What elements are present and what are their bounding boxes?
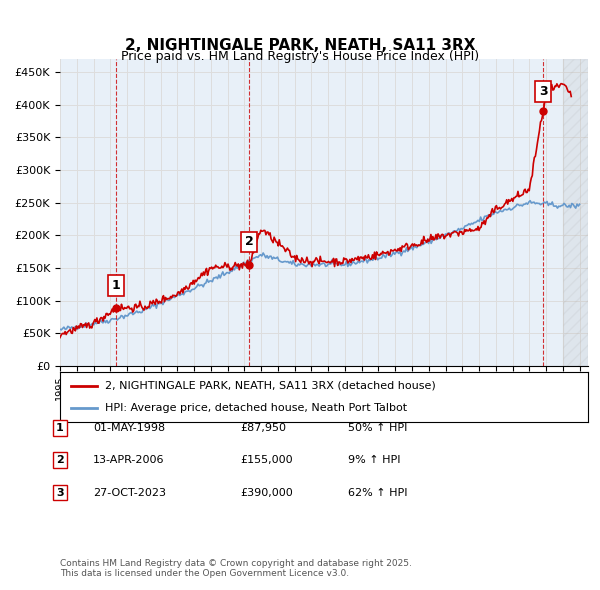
Text: 01-MAY-1998: 01-MAY-1998 [93,423,165,432]
Text: 2: 2 [56,455,64,465]
Text: £155,000: £155,000 [240,455,293,465]
Text: 27-OCT-2023: 27-OCT-2023 [93,488,166,497]
Text: Price paid vs. HM Land Registry's House Price Index (HPI): Price paid vs. HM Land Registry's House … [121,50,479,63]
Text: 50% ↑ HPI: 50% ↑ HPI [348,423,407,432]
Text: 2: 2 [245,235,253,248]
Text: £87,950: £87,950 [240,423,286,432]
Text: 3: 3 [539,85,547,98]
Text: 2, NIGHTINGALE PARK, NEATH, SA11 3RX: 2, NIGHTINGALE PARK, NEATH, SA11 3RX [125,38,475,53]
Text: 2, NIGHTINGALE PARK, NEATH, SA11 3RX (detached house): 2, NIGHTINGALE PARK, NEATH, SA11 3RX (de… [105,381,436,391]
Bar [563,59,588,366]
Text: HPI: Average price, detached house, Neath Port Talbot: HPI: Average price, detached house, Neat… [105,403,407,413]
Text: 62% ↑ HPI: 62% ↑ HPI [348,488,407,497]
Text: 1: 1 [112,279,120,292]
Text: 1: 1 [56,423,64,432]
Text: 13-APR-2006: 13-APR-2006 [93,455,164,465]
Text: £390,000: £390,000 [240,488,293,497]
Text: Contains HM Land Registry data © Crown copyright and database right 2025.
This d: Contains HM Land Registry data © Crown c… [60,559,412,578]
Text: 3: 3 [56,488,64,497]
Text: 9% ↑ HPI: 9% ↑ HPI [348,455,401,465]
